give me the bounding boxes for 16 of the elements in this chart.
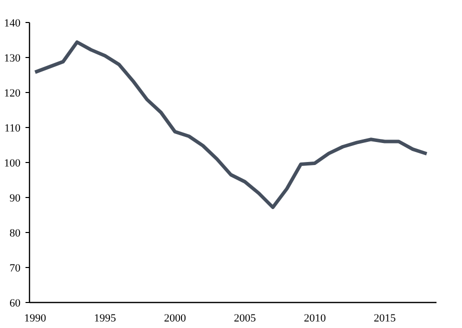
- x-tick-label: 2005: [234, 312, 256, 324]
- line-series: [33, 40, 428, 210]
- y-tick-label: 110: [4, 122, 21, 134]
- y-tick-label: 100: [4, 158, 21, 170]
- y-tick-label: 60: [10, 298, 21, 310]
- y-tick-label: 140: [4, 18, 21, 30]
- y-tick-label: 90: [10, 192, 21, 204]
- x-tick-label: 2000: [164, 312, 186, 324]
- y-tick-label: 120: [4, 88, 21, 100]
- x-tick-label: 1990: [24, 312, 47, 324]
- x-tick-label: 1995: [94, 312, 117, 324]
- y-tick-label: 70: [10, 262, 21, 274]
- x-tick-label: 2010: [304, 312, 326, 324]
- y-tick-label: 130: [4, 52, 21, 64]
- y-tick-label: 80: [10, 228, 21, 240]
- x-tick-label: 2015: [374, 312, 396, 324]
